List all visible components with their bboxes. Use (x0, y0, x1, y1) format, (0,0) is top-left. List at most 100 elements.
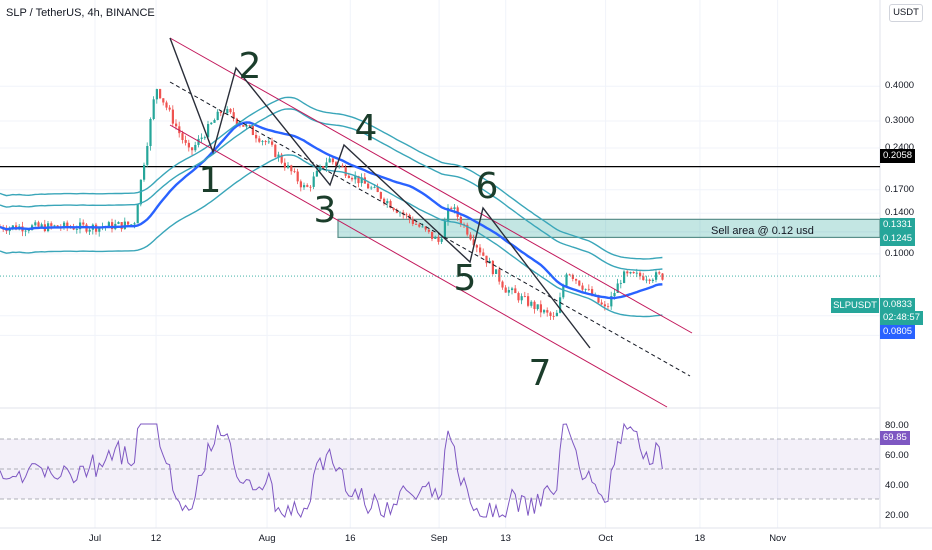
candle-body (447, 207, 450, 222)
candle-body (194, 144, 197, 151)
candle-body (34, 222, 37, 226)
candle-body (287, 165, 290, 168)
candle-body (271, 141, 274, 145)
candle-body (555, 312, 558, 317)
sell-area-label: Sell area @ 0.12 usd (711, 225, 814, 237)
ma-value-tag: 0.0805 (880, 325, 916, 339)
candle-body (325, 162, 328, 168)
candle-body (491, 260, 494, 275)
candle-body (504, 287, 507, 293)
candle-body (11, 225, 14, 228)
candle-body (82, 222, 85, 225)
candle-body (434, 237, 437, 239)
candle-body (162, 98, 165, 103)
candle-body (207, 124, 210, 138)
candle-body (498, 269, 501, 282)
rsi-tick-label: 80.00 (885, 420, 909, 431)
candle-body (635, 272, 638, 274)
candle-body (520, 296, 523, 301)
candle-body (258, 138, 261, 142)
candle-body (66, 222, 69, 227)
candle-body (267, 141, 270, 143)
candle-body (495, 269, 498, 275)
candle-body (351, 177, 354, 180)
candle-body (584, 288, 587, 290)
candle-body (255, 134, 258, 139)
candle-body (130, 224, 133, 226)
candle-body (50, 223, 53, 226)
candle-body (373, 186, 376, 188)
upper-band-line (0, 96, 663, 260)
candle-body (280, 154, 283, 163)
candle-body (175, 123, 178, 127)
candle-body (376, 186, 379, 193)
candle-body (210, 122, 213, 125)
candle-body (40, 224, 43, 227)
candle-body (565, 274, 568, 286)
candle-body (658, 272, 661, 274)
currency-selector[interactable]: USDT (889, 4, 923, 22)
candle-body (242, 125, 245, 127)
candle-body (386, 201, 389, 204)
candle-body (245, 125, 248, 127)
candle-body (648, 279, 651, 281)
candle-body (331, 158, 334, 163)
rsi-line (0, 422, 663, 519)
candle-body (347, 175, 350, 178)
x-tick-label: Jul (88, 533, 102, 544)
middle-band-line (0, 108, 663, 272)
candle-body (562, 285, 565, 298)
candle-body (293, 171, 296, 173)
candle-body (559, 297, 562, 313)
x-tick-label: 12 (150, 533, 162, 544)
candle-body (143, 164, 146, 180)
candle-body (607, 306, 610, 308)
candle-body (575, 278, 578, 281)
candle-body (79, 222, 82, 230)
candle-body (610, 296, 613, 307)
candle-body (264, 141, 267, 143)
candle-body (181, 133, 184, 141)
rsi-tick-label: 60.00 (885, 450, 909, 461)
candle-body (232, 112, 235, 119)
candle-body (277, 154, 280, 157)
candle-body (511, 288, 514, 291)
candle-body (136, 204, 139, 224)
candle-body (117, 222, 120, 224)
candle-body (88, 229, 91, 232)
candle-body (335, 162, 338, 166)
candle-body (453, 207, 456, 210)
candle-body (171, 109, 174, 124)
candle-body (341, 165, 344, 168)
candle-body (600, 302, 603, 305)
candle-body (568, 274, 571, 276)
candle-body (303, 185, 306, 188)
candle-body (338, 165, 341, 167)
candle-body (450, 207, 453, 210)
candle-body (328, 158, 331, 163)
candle-body (229, 109, 232, 113)
lower-band-line (0, 154, 663, 318)
x-tick-label: Oct (598, 533, 613, 544)
candle-body (187, 142, 190, 148)
candle-body (127, 221, 130, 225)
rsi-band (0, 439, 880, 499)
candle-body (418, 224, 421, 227)
candle-body (546, 310, 549, 313)
symbol-tag: SLPUSDT (831, 298, 879, 313)
candle-body (149, 118, 152, 147)
candle-body (642, 276, 645, 281)
candle-body (645, 279, 648, 281)
candle-body (133, 223, 136, 225)
candle-body (571, 274, 574, 279)
candle-body (283, 162, 286, 168)
y-tick-label: 0.1700 (885, 183, 915, 195)
x-tick-label: 13 (500, 533, 511, 544)
wave-label: 4 (355, 108, 378, 149)
y-tick-label: 0.3000 (885, 115, 915, 126)
candle-body (389, 201, 392, 208)
candle-body (591, 289, 594, 296)
x-tick-label: Aug (258, 533, 276, 544)
wave-label: 6 (476, 166, 499, 207)
